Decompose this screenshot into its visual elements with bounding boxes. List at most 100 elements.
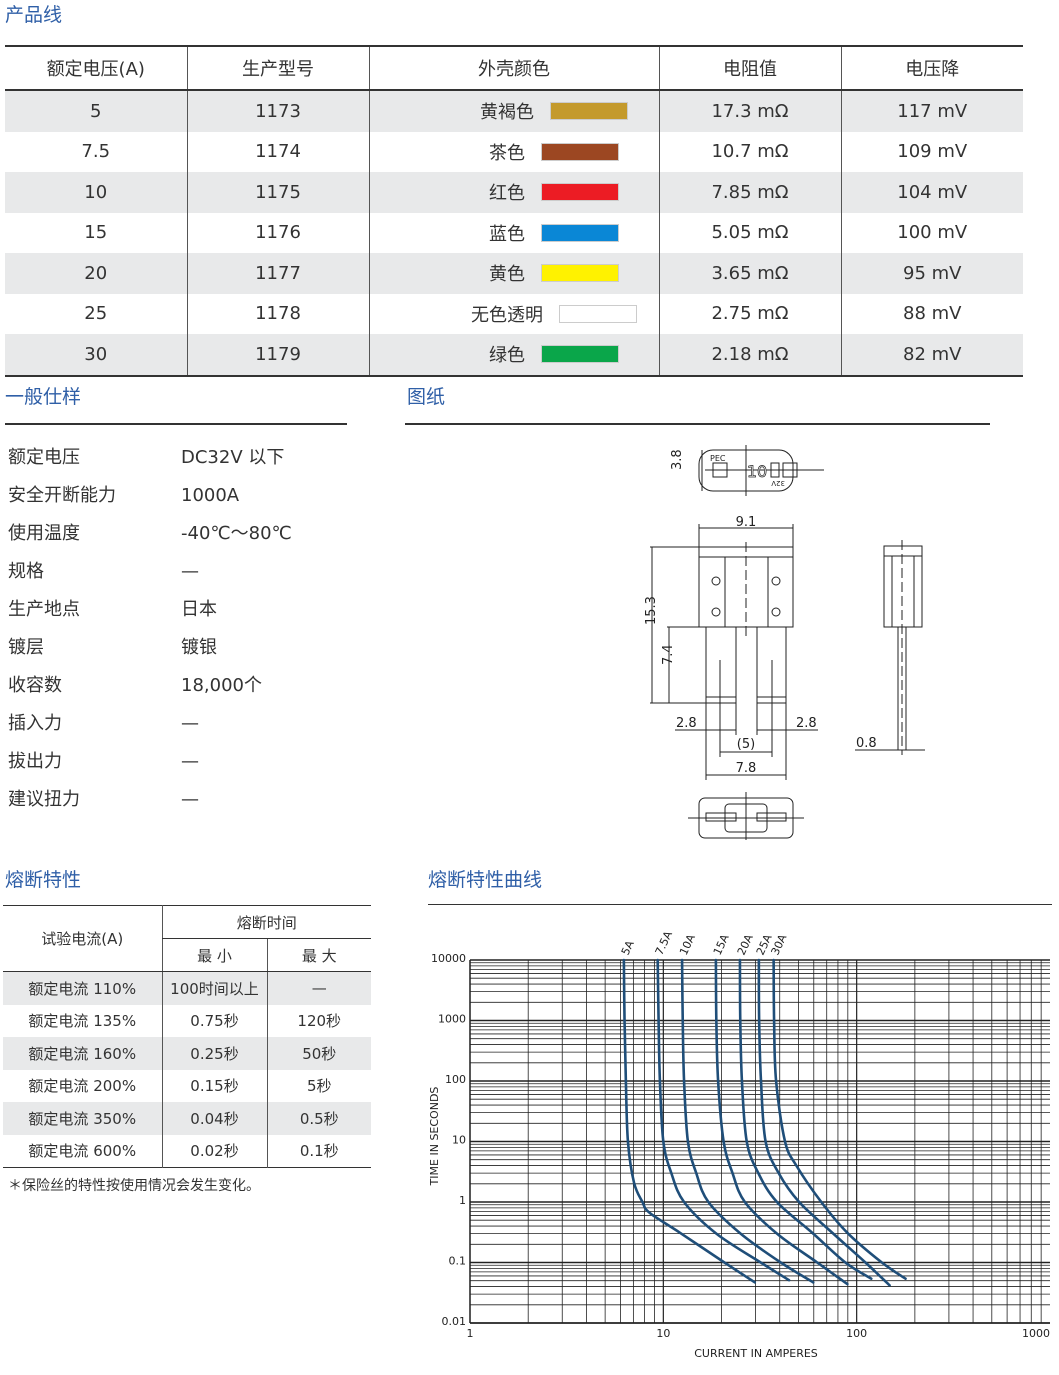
color-cell: 无色透明 (368, 293, 659, 334)
divider (428, 904, 1052, 905)
y-tick-label: 10000 (431, 952, 466, 965)
spec-value: 镀银 (181, 637, 217, 658)
dim-leg-length: 7.4 (661, 644, 676, 665)
curve-label: 7.5A (653, 929, 676, 958)
x-tick-label: 1000 (1022, 1327, 1050, 1340)
dim-thickness: 0.8 (856, 736, 877, 751)
max-time-cell: 120秒 (266, 1004, 371, 1037)
model-cell: 1174 (186, 131, 369, 172)
top-view: PEC 10 32V 3.8 (670, 445, 824, 496)
side-view: 0.8 (855, 540, 925, 755)
spec-label: 插入力 (8, 713, 62, 734)
max-time-cell: 50秒 (266, 1037, 371, 1070)
spec-row: 规格 — (8, 561, 199, 583)
y-tick-label: 10 (452, 1134, 466, 1147)
x-axis-label: CURRENT IN AMPERES (694, 1347, 818, 1360)
product-row: 10 1175 红色 7.85 mΩ 104 mV (5, 172, 1023, 213)
color-cell: 黄色 (368, 253, 659, 294)
max-time-cell: — (266, 971, 371, 1005)
color-name: 黄褐色 (480, 102, 534, 124)
rating-cell: 7.5 (81, 141, 111, 163)
voltage-drop-cell: 88 mV (840, 293, 1023, 334)
max-time-cell: 5秒 (266, 1069, 371, 1102)
color-name: 黄色 (489, 264, 525, 286)
dim-leg-span: 7.8 (736, 761, 757, 776)
curve-15A (714, 958, 849, 1286)
front-view: 9.1 15.3 7.4 2.8 2.8 (5) 7.8 (644, 515, 818, 780)
max-time-cell: 0.1秒 (266, 1134, 371, 1168)
spec-row: 插入力 — (8, 713, 199, 735)
spec-value: — (181, 789, 199, 810)
drawing-title: 图纸 (407, 386, 446, 408)
resistance-cell: 10.7 mΩ (658, 131, 841, 172)
spec-value: 日本 (181, 599, 217, 620)
x-tick-label: 10 (656, 1327, 670, 1340)
color-name: 绿色 (489, 345, 525, 367)
curve-10A (680, 958, 815, 1284)
color-cell: 绿色 (368, 334, 659, 376)
max-time-cell: 0.5秒 (266, 1102, 371, 1135)
color-swatch (541, 183, 619, 202)
model-cell: 1177 (186, 253, 369, 294)
fuse-characteristics-title: 熔断特性 (5, 869, 82, 891)
fuse-row: 额定电流 200% 0.15秒 5秒 (3, 1069, 371, 1102)
divider (405, 423, 990, 425)
color-cell: 茶色 (368, 131, 659, 172)
header-color: 外壳颜色 (368, 46, 659, 91)
spec-label: 生产地点 (8, 599, 80, 620)
min-time-cell: 0.75秒 (161, 1004, 267, 1037)
fuse-row: 额定电流 135% 0.75秒 120秒 (3, 1004, 371, 1037)
spec-value: — (181, 751, 199, 772)
header-rating: 额定电压(A) (5, 46, 187, 91)
test-current-cell: 额定电流 200% (28, 1077, 137, 1096)
dim-pitch: (5) (737, 737, 755, 752)
spec-value: — (181, 561, 199, 582)
spec-row: 收容数 18,000个 (8, 675, 262, 697)
resistance-cell: 2.18 mΩ (658, 334, 841, 376)
fuse-row: 额定电流 600% 0.02秒 0.1秒 (3, 1134, 371, 1168)
color-cell: 黄褐色 (368, 90, 659, 132)
color-name: 茶色 (489, 142, 525, 164)
y-tick-label: 0.01 (442, 1315, 467, 1328)
y-tick-label: 100 (445, 1073, 466, 1086)
curve-title: 熔断特性曲线 (428, 869, 543, 891)
color-swatch (559, 304, 637, 323)
dim-width: 9.1 (736, 515, 757, 530)
color-swatch (550, 102, 628, 121)
min-time-cell: 0.25秒 (161, 1037, 267, 1070)
brand-mark: PEC (710, 454, 726, 463)
fuse-note: ＊保险丝的特性按使用情况会发生变化。 (8, 1178, 260, 1194)
fuse-drawing: PEC 10 32V 3.8 9.1 15.3 7.4 2.8 2.8 (5) … (644, 445, 925, 840)
rating-cell: 20 (5, 253, 187, 294)
spec-row: 安全开断能力 1000A (8, 485, 239, 507)
rating-cell: 30 (5, 334, 187, 376)
curve-30A (772, 958, 907, 1280)
product-line-title: 产品线 (5, 4, 63, 26)
spec-value: — (181, 713, 199, 734)
model-cell: 1175 (186, 172, 369, 213)
spec-value: DC32V 以下 (181, 447, 285, 468)
model-cell: 1173 (186, 90, 369, 132)
curve-7-5A (656, 958, 791, 1282)
header-test-current: 试验电流(A) (3, 905, 162, 972)
dim-total-length: 15.3 (644, 596, 659, 625)
rating-mark: 10 (747, 462, 767, 481)
fuse-row: 额定电流 110% 100时间以上 — (3, 971, 371, 1005)
dim-leg-width-right: 2.8 (796, 716, 817, 731)
spec-label: 安全开断能力 (8, 485, 116, 506)
spec-row: 使用温度 -40℃～80℃ (8, 523, 292, 545)
header-resistance: 电阻值 (658, 46, 841, 91)
color-cell: 红色 (368, 172, 659, 213)
header-max: 最 大 (266, 938, 371, 972)
test-current-cell: 额定电流 160% (3, 1037, 162, 1070)
model-cell: 1176 (186, 212, 369, 253)
dim-height-top: 3.8 (670, 449, 685, 470)
min-time-cell: 0.02秒 (161, 1134, 267, 1168)
curve-label: 20A (735, 932, 756, 957)
curve-25A (757, 958, 891, 1287)
fuse-row: 额定电流 160% 0.25秒 50秒 (3, 1037, 371, 1070)
test-current-cell: 额定电流 600% (28, 1142, 137, 1161)
spec-label: 镀层 (8, 637, 44, 658)
color-swatch (541, 264, 619, 283)
